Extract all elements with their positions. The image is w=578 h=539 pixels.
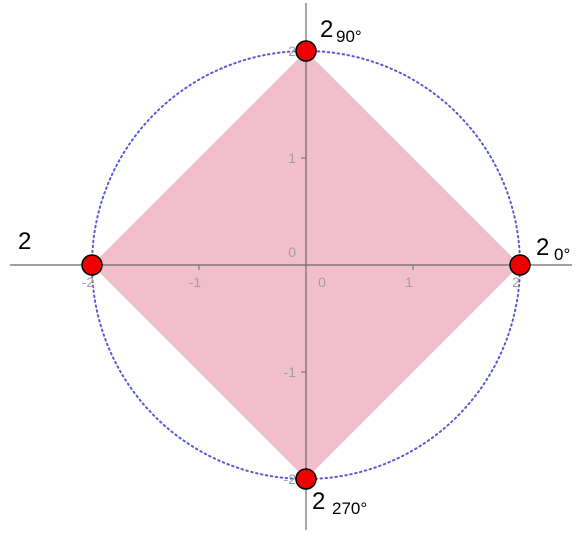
x-tick-label: 0 bbox=[318, 274, 326, 290]
point-label-subscript: 0° bbox=[554, 245, 570, 264]
axis-tick-labels: -2 -1 0 1 2 2 1 0 -1 -2 bbox=[82, 43, 520, 487]
y-tick-label: -1 bbox=[284, 364, 297, 380]
point-label-base: 2 bbox=[536, 234, 549, 261]
y-tick-label: 0 bbox=[288, 244, 296, 260]
points-layer bbox=[81, 40, 531, 490]
y-tick-label: -2 bbox=[284, 471, 297, 487]
point-label-base: 2 bbox=[18, 228, 31, 255]
y-tick-label: 2 bbox=[288, 43, 296, 59]
point-marker bbox=[295, 468, 317, 490]
point-marker bbox=[81, 254, 103, 276]
point-label-subscript: 270° bbox=[332, 499, 367, 518]
point-marker bbox=[295, 40, 317, 62]
x-tick-label: 1 bbox=[405, 274, 413, 290]
y-tick-label: 1 bbox=[288, 150, 296, 166]
point-label-base: 2 bbox=[320, 16, 333, 43]
x-tick-label: -2 bbox=[82, 274, 95, 290]
x-tick-label: 2 bbox=[512, 274, 520, 290]
point-label-base: 2 bbox=[312, 488, 325, 515]
x-tick-label: -1 bbox=[189, 274, 202, 290]
point-label-subscript: 90° bbox=[336, 27, 362, 46]
point-marker bbox=[509, 254, 531, 276]
